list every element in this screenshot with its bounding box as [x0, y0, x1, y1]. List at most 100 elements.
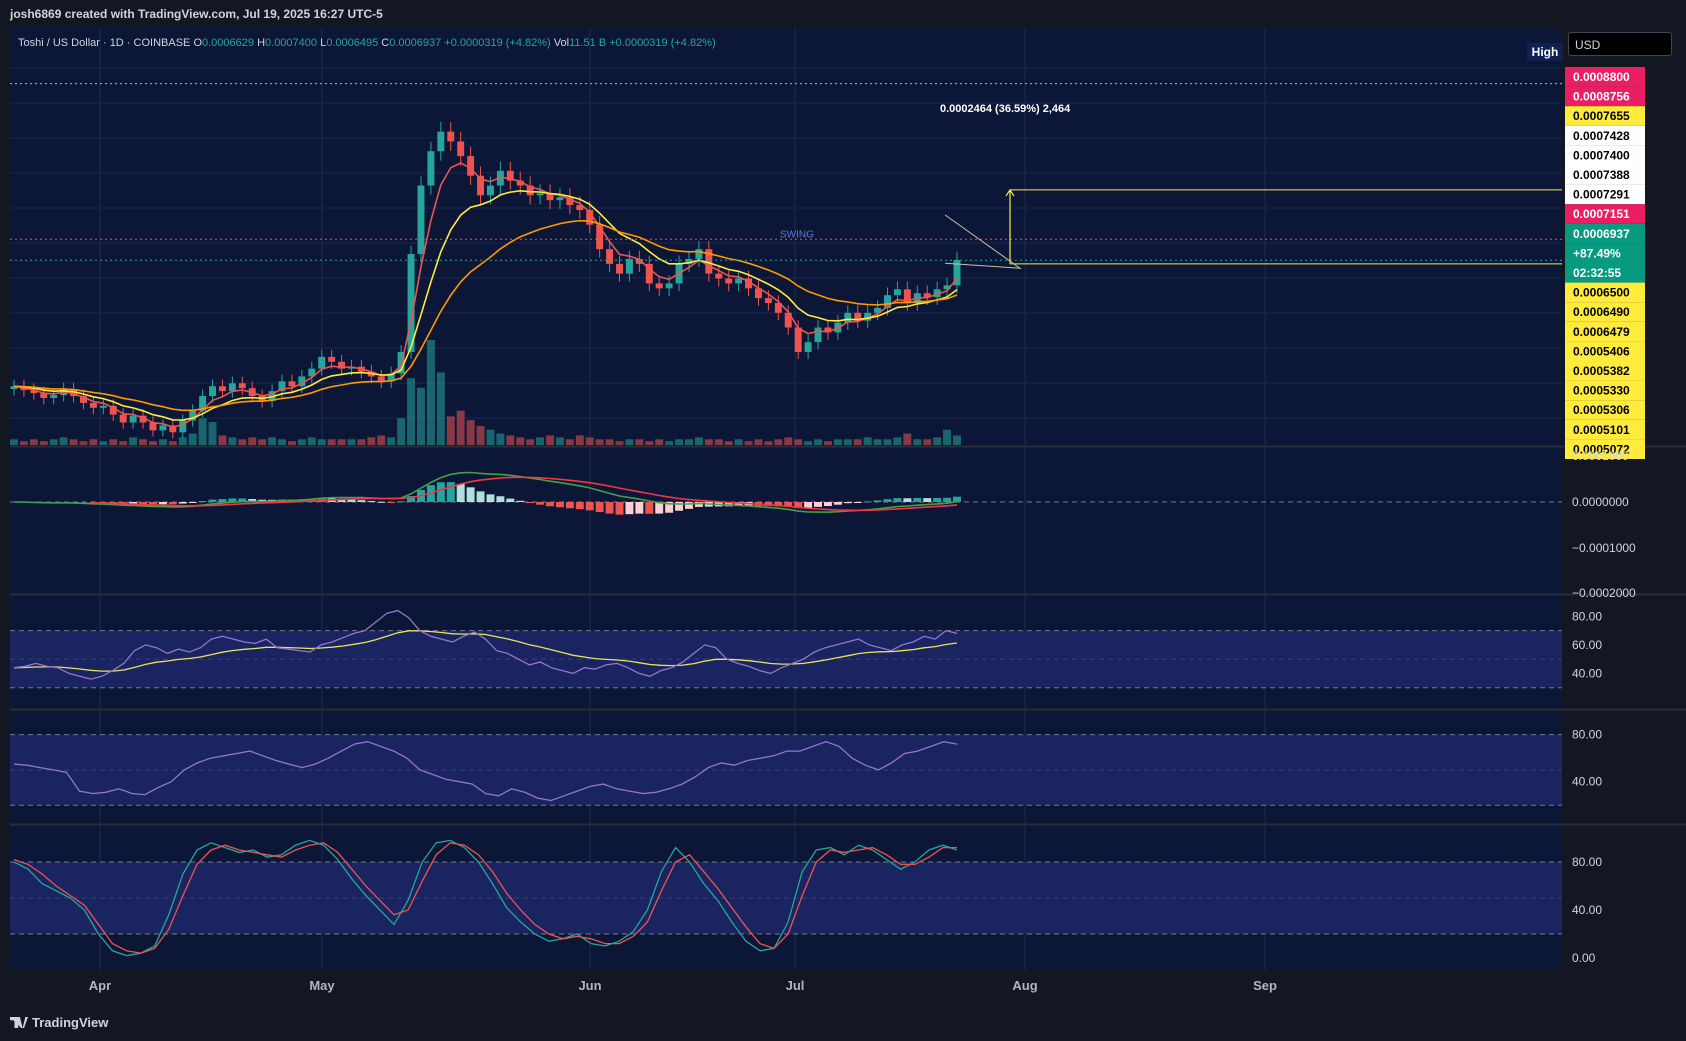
- macd-hist-bar: [933, 497, 942, 502]
- macd-hist-bar: [625, 502, 634, 515]
- candle: [814, 327, 822, 343]
- stoch-tick-label: 0.00: [1572, 951, 1596, 965]
- legend-change: +0.0000319 (+4.82%): [444, 37, 553, 49]
- candle: [199, 396, 207, 411]
- price-tag-bg: [1565, 380, 1645, 401]
- candle: [804, 342, 812, 352]
- price-tag-text: 0.0008800: [1573, 70, 1630, 84]
- candle: [735, 278, 743, 284]
- volume-bar: [337, 439, 346, 445]
- candle: [536, 193, 544, 196]
- macd-hist-bar: [139, 502, 148, 505]
- macd-hist-bar: [347, 499, 356, 502]
- volume-bar: [456, 410, 465, 445]
- legend-c-label: C: [381, 37, 389, 49]
- volume-bar: [466, 420, 475, 445]
- macd-hist-bar: [585, 502, 594, 511]
- volume-bar: [486, 429, 495, 445]
- price-tag: 0.0005306: [1565, 400, 1645, 420]
- candle: [189, 410, 197, 421]
- volume-bar: [714, 439, 723, 445]
- chart-canvas[interactable]: Toshi / US Dollar · 1D · COINBASE O0.000…: [0, 28, 1686, 1005]
- legend-vol-value: 11.51 B: [569, 37, 609, 49]
- price-tag-text: 0.0008756: [1573, 90, 1630, 104]
- macd-hist-bar: [724, 502, 733, 507]
- volume-bar: [307, 437, 316, 445]
- candle: [774, 303, 782, 313]
- macd-hist-bar: [685, 502, 693, 509]
- candle: [576, 205, 584, 210]
- volume-bar: [476, 425, 485, 445]
- price-tag-bg: [1565, 67, 1645, 87]
- candle: [40, 393, 48, 398]
- price-tag-text: 02:32:55: [1573, 266, 1621, 280]
- price-tag: 0.0005072: [1565, 439, 1645, 459]
- macd-hist-bar: [605, 502, 614, 514]
- volume-bar: [29, 439, 38, 445]
- candle: [616, 263, 623, 274]
- candle: [606, 249, 614, 264]
- price-tag-text: 0.0006937: [1573, 227, 1630, 241]
- legend-o-label: O: [193, 37, 202, 49]
- macd-tick-label: 0.0000000: [1572, 495, 1629, 509]
- price-tag-text: 0.0005382: [1573, 364, 1630, 378]
- macd-hist-bar: [903, 498, 912, 502]
- macd-hist-bar: [764, 502, 773, 507]
- price-tag: 0.0006479: [1565, 321, 1645, 342]
- candle: [328, 356, 336, 362]
- price-tag-text: 0.0007428: [1573, 129, 1630, 143]
- volume-bar: [526, 439, 535, 445]
- volume-bar: [823, 441, 832, 445]
- macd-hist-bar: [953, 496, 961, 502]
- candles: [10, 121, 961, 439]
- credit-text: josh6869 created with TradingView.com, J…: [10, 7, 383, 21]
- legend-vol-label: Vol: [554, 37, 569, 49]
- volume-bar: [734, 439, 743, 445]
- candle: [218, 386, 226, 392]
- candle: [695, 249, 703, 259]
- macd-hist-bar: [337, 499, 346, 502]
- macd-hist-bar: [466, 487, 475, 502]
- price-tag-text: 0.0005330: [1573, 384, 1630, 398]
- candle: [655, 283, 663, 289]
- ema-fast-line: [13, 162, 958, 429]
- candle: [903, 289, 911, 304]
- volume-bar: [893, 437, 902, 445]
- volume-bar: [377, 435, 386, 445]
- macd-hist-bar: [694, 502, 703, 507]
- macd-hist-bar: [784, 502, 793, 507]
- tradingview-brand[interactable]: TradingView: [10, 1015, 108, 1030]
- price-tag-bg: [1565, 204, 1645, 224]
- macd-hist-bar: [774, 502, 783, 507]
- macd-hist-bar: [456, 483, 465, 502]
- candle: [109, 405, 117, 415]
- macd-hist-bar: [923, 498, 932, 502]
- candle: [943, 285, 951, 290]
- macd-hist-bar: [843, 502, 852, 504]
- price-tag-text: 0.0006490: [1573, 305, 1630, 319]
- macd-hist-bar: [496, 496, 505, 502]
- macd-hist-bar: [893, 498, 902, 502]
- stoch-tick-label: 40.00: [1572, 903, 1602, 917]
- currency-button[interactable]: USD: [1568, 32, 1672, 56]
- macd-hist-bar: [863, 501, 872, 503]
- price-tag-text: +87.49%: [1573, 246, 1621, 260]
- candle: [516, 180, 524, 186]
- volume-bar: [675, 439, 684, 445]
- price-tag-text: 0.0007291: [1573, 188, 1630, 202]
- volume-bar: [645, 441, 654, 445]
- volume-bar: [297, 439, 306, 445]
- price-tag-bg: [1565, 223, 1645, 244]
- ema-mid-line: [13, 189, 958, 421]
- candle: [705, 249, 713, 274]
- volume-bar: [605, 439, 614, 445]
- candle: [874, 307, 882, 313]
- price-tag-text: 0.0005101: [1573, 423, 1630, 437]
- macd-hist-bar: [407, 496, 416, 502]
- macd-hist-bar: [853, 502, 862, 503]
- volume-bar: [317, 439, 326, 445]
- macd-hist-bar: [526, 502, 535, 504]
- volume-bars: [10, 340, 961, 445]
- candle: [725, 278, 733, 284]
- macd-hist-bar: [565, 502, 574, 509]
